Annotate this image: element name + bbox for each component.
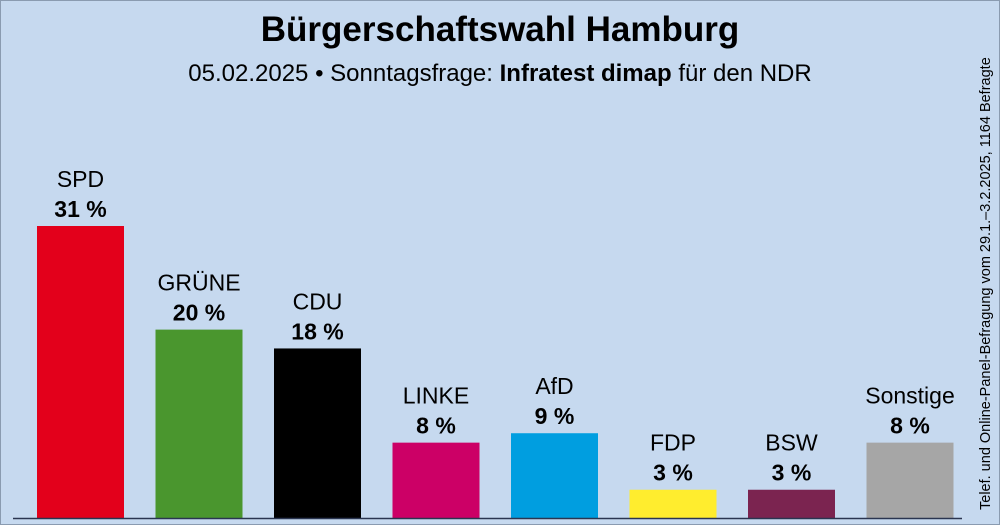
subtitle-prefix: Sonntagsfrage: — [330, 60, 493, 87]
category-label: LINKE — [403, 383, 469, 409]
category-label: FDP — [650, 430, 696, 456]
value-label: 9 % — [535, 403, 575, 429]
category-label: SPD — [57, 166, 104, 192]
bar-fdp — [629, 489, 717, 518]
bar-linke — [392, 442, 480, 518]
value-label: 8 % — [416, 413, 456, 439]
subtitle-suffix: für den NDR — [678, 60, 812, 87]
bar-grüne — [155, 329, 243, 518]
bar-cdu — [274, 348, 361, 518]
value-label: 3 % — [653, 460, 693, 486]
category-label: GRÜNE — [157, 270, 240, 296]
chart-subtitle: 05.02.2025 • Sonntagsfrage: Infratest di… — [0, 60, 1000, 88]
category-label: AfD — [535, 373, 573, 399]
bar-sonstige — [866, 442, 954, 518]
category-label: CDU — [293, 288, 343, 314]
category-label: Sonstige — [865, 383, 955, 409]
bar-afd — [511, 433, 598, 518]
subtitle-date: 05.02.2025 — [188, 60, 309, 87]
subtitle-institute: Infratest dimap — [499, 60, 672, 87]
subtitle-separator: • — [315, 60, 324, 87]
bar-bsw — [748, 489, 835, 518]
value-label: 8 % — [890, 413, 930, 439]
value-label: 20 % — [173, 300, 225, 326]
chart-title: Bürgerschaftswahl Hamburg — [260, 10, 740, 49]
bar-spd — [37, 226, 124, 518]
value-label: 3 % — [772, 460, 812, 486]
value-label: 18 % — [291, 318, 343, 344]
value-label: 31 % — [54, 196, 106, 222]
category-label: BSW — [765, 430, 818, 456]
